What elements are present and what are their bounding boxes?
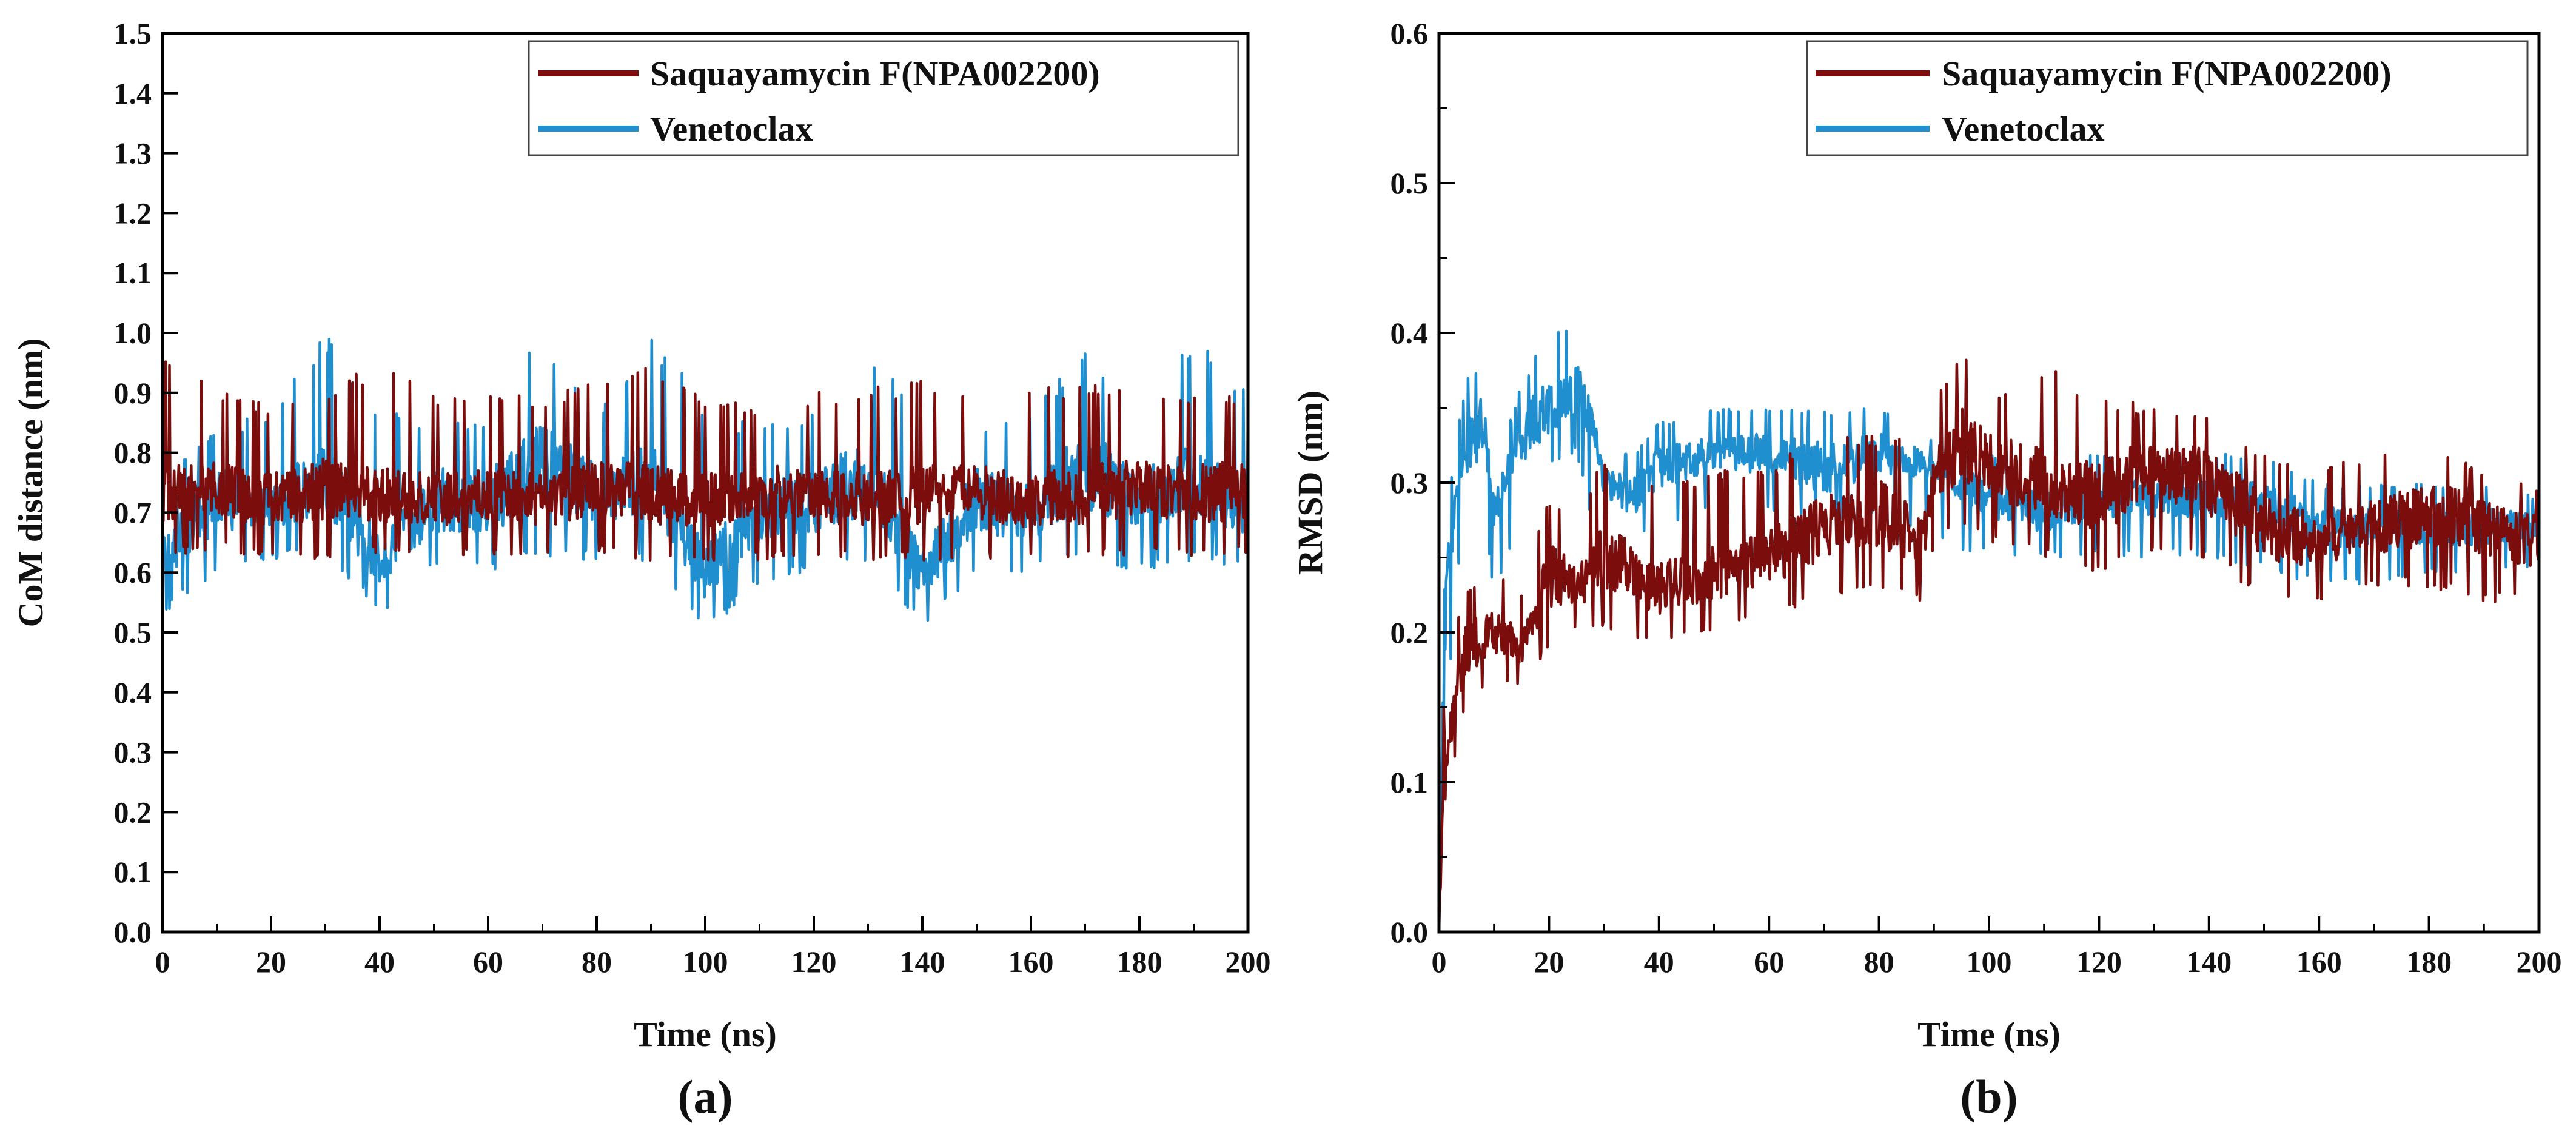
panel-b-series-layer (1437, 329, 2541, 933)
panel-a-legend-box (528, 40, 1239, 156)
panel-b-y-tick-label: 0.1 (1390, 765, 1429, 799)
panel-a-y-tick-label: 0.8 (114, 436, 152, 470)
panel-a-y-tick-label: 0.7 (114, 495, 152, 529)
panel-b-x-axis-title: Time (ns) (1917, 1014, 2061, 1054)
panel-b-x-tick-label: 200 (2517, 945, 2562, 979)
panel-a-x-axis-title: Time (ns) (634, 1014, 777, 1054)
panel-a-y-tick-label: 0.1 (114, 855, 152, 889)
panel-b-x-tick-label: 80 (1864, 945, 1894, 979)
panel-b-legend: Saquayamycin F(NPA002200) Venetoclax (1806, 40, 2529, 156)
panel-b-y-tick-label: 0.0 (1390, 915, 1429, 949)
panel-a-y-tick-label: 0.9 (114, 376, 152, 410)
panel-a-y-tick-label: 1.2 (114, 196, 152, 230)
panel-a-x-tick-label: 120 (791, 945, 837, 979)
panel-a-legend: Saquayamycin F(NPA002200) Venetoclax (528, 40, 1239, 156)
panel-b-y-axis-title: RMSD (nm) (1290, 391, 1330, 575)
panel-b-chart: 0 20 40 60 80 100 120 140 160 180 200 0.0 0.1 0.2 0.3 0… (1290, 16, 2562, 1123)
panel-a-x-tick-label: 60 (473, 945, 503, 979)
panel-a-legend-label-venetoclax: Venetoclax (650, 109, 813, 149)
panel-b-x-tick-label: 180 (2406, 945, 2452, 979)
panel-b-legend-box (1806, 40, 2529, 156)
panel-a-y-tick-label: 1.4 (114, 76, 152, 110)
panel-a-x-tick-label: 100 (683, 945, 728, 979)
panel-b-ticks: 0 20 40 60 80 100 120 140 160 180 200 0.0 0.1 0.2 0.3 0… (1390, 16, 2562, 979)
panel-b-x-tick-label: 60 (1754, 945, 1784, 979)
panel-b-x-tick-label: 0 (1432, 945, 1447, 979)
panel-a-y-tick-label: 0.6 (114, 555, 152, 589)
panel-b-y-tick-label: 0.5 (1390, 166, 1429, 200)
panel-b-x-tick-label: 100 (1967, 945, 2012, 979)
panel-a-y-tick-label: 0.4 (114, 676, 152, 709)
panel-a-label: (a) (678, 1070, 733, 1123)
panel-a-y-tick-label: 0.3 (114, 736, 152, 770)
panel-b-y-tick-label: 0.3 (1390, 466, 1429, 500)
panel-a-y-tick-label: 1.1 (114, 256, 152, 290)
panel-a-y-tick-label: 1.0 (114, 316, 152, 350)
panel-b-legend-label-saquayamycin: Saquayamycin F(NPA002200) (1942, 54, 2392, 93)
panel-a-x-tick-label: 20 (256, 945, 286, 979)
panel-b-y-tick-label: 0.2 (1390, 615, 1429, 649)
panel-a-x-tick-label: 180 (1117, 945, 1162, 979)
panel-a-series-line-saquayamycin-f (161, 360, 1250, 562)
panel-a-x-tick-label: 40 (364, 945, 395, 979)
panel-b-y-tick-label: 0.6 (1390, 16, 1429, 50)
panel-b-x-tick-label: 160 (2296, 945, 2342, 979)
panel-a-x-tick-label: 160 (1008, 945, 1054, 979)
panel-a-y-tick-label: 0.5 (114, 615, 152, 649)
panel-b-x-tick-label: 120 (2076, 945, 2122, 979)
panel-a-y-axis-title: CoM distance (nm) (11, 338, 50, 628)
panel-a-legend-label-saquayamycin: Saquayamycin F(NPA002200) (650, 54, 1100, 93)
panel-a-x-tick-label: 200 (1226, 945, 1271, 979)
panel-b-series-line-venetoclax (1437, 329, 2541, 933)
panel-a-ticks: 0 20 40 60 80 100 120 140 160 180 200 0.0 0.1 0.2 0.3 0… (114, 16, 1271, 979)
panel-b-label: (b) (1960, 1070, 2018, 1123)
panel-a-y-tick-label: 1.5 (114, 16, 152, 50)
panel-b-x-tick-label: 140 (2186, 945, 2232, 979)
panel-a-x-tick-label: 140 (900, 945, 945, 979)
panel-b-series-line-saquayamycin-f (1437, 358, 2541, 933)
panel-b-x-tick-label: 20 (1534, 945, 1564, 979)
panel-a-y-tick-label: 0.0 (114, 915, 152, 949)
panel-b-legend-label-venetoclax: Venetoclax (1942, 109, 2104, 149)
panel-a-chart: 0 20 40 60 80 100 120 140 160 180 200 0.0 0.1 0.2 0.3 0… (11, 16, 1271, 1123)
panel-a-y-tick-label: 1.3 (114, 136, 152, 170)
panel-a-y-tick-label: 0.2 (114, 795, 152, 829)
panel-b-x-tick-label: 40 (1644, 945, 1674, 979)
panel-a-x-tick-label: 80 (582, 945, 612, 979)
panel-a-series-layer (161, 338, 1250, 622)
panel-b-y-tick-label: 0.4 (1390, 316, 1429, 350)
panel-a-x-tick-label: 0 (155, 945, 170, 979)
